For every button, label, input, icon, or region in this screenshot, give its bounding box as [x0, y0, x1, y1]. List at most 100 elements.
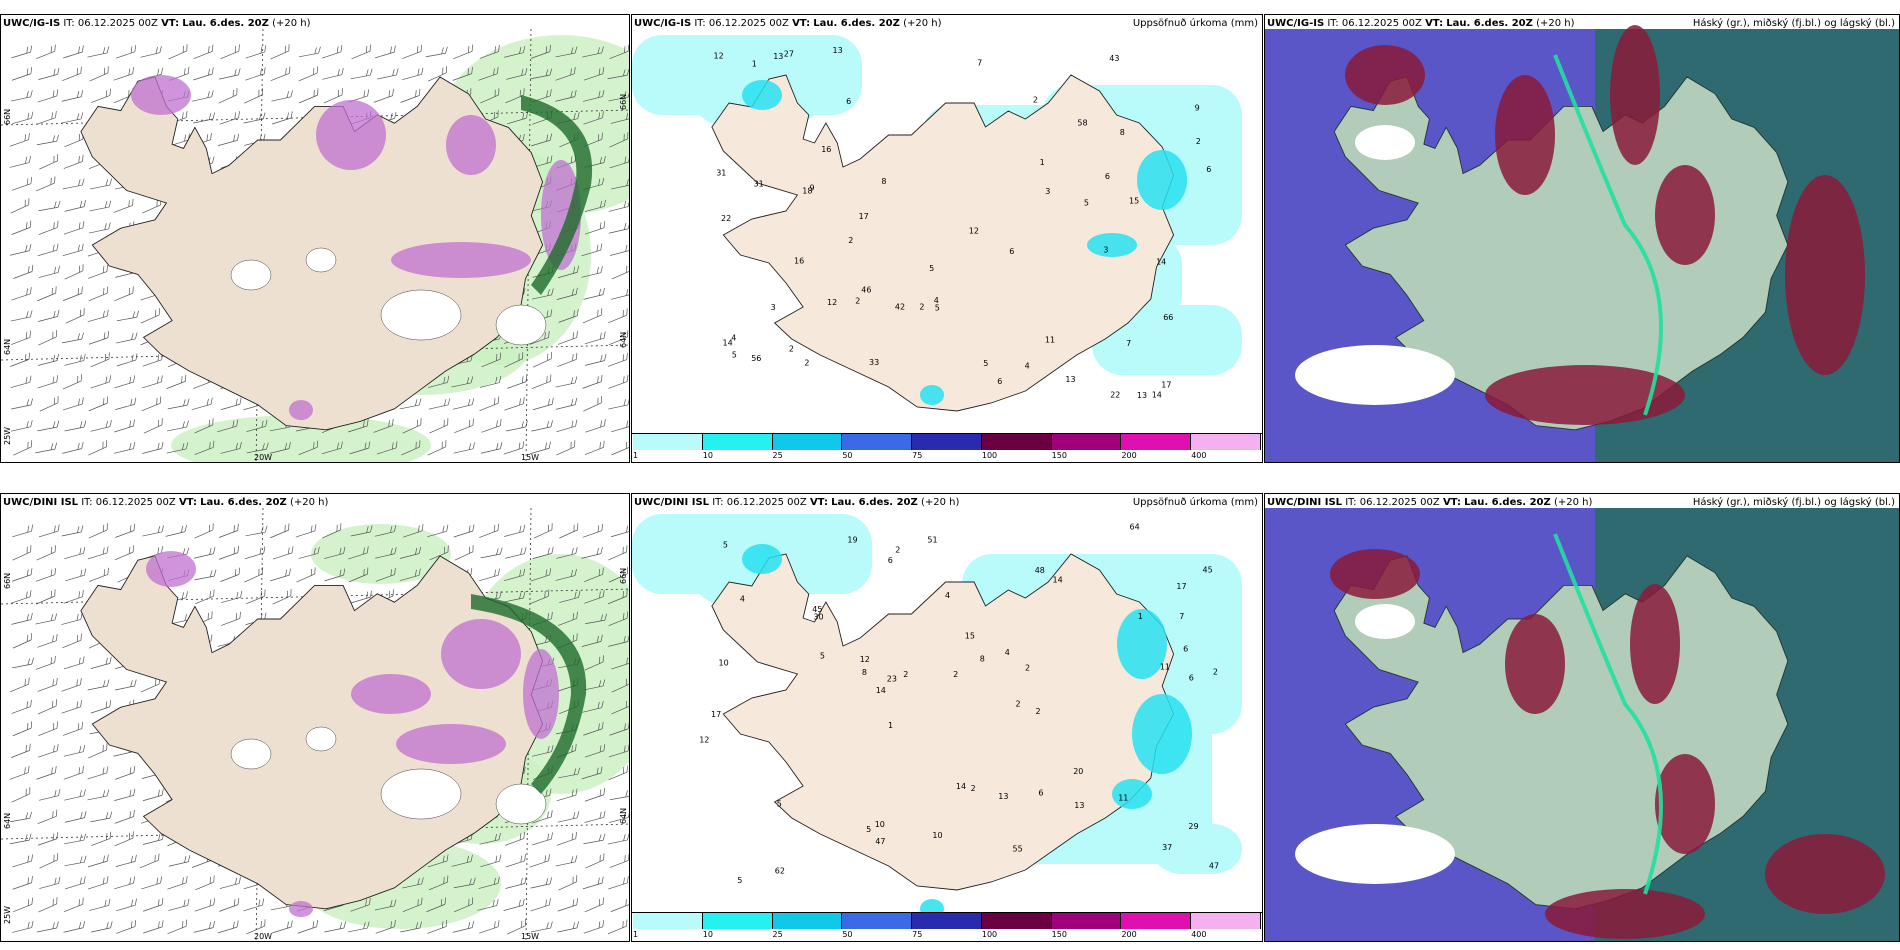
wind-barb: [36, 110, 57, 125]
wind-barb: [429, 545, 449, 561]
precip-value: 17: [1161, 380, 1171, 389]
precip-value: 22: [721, 214, 731, 223]
panel-header: UWC/DINI ISL IT: 06.12.2025 00Z VT: Lau.…: [634, 497, 1258, 508]
wind-barb: [37, 286, 57, 302]
wind-barb: [609, 132, 629, 148]
wind-barb: [608, 330, 629, 346]
panel-header: UWC/DINI ISL IT: 06.12.2025 00Z VT: Lau.…: [1267, 497, 1895, 508]
coastal-precip-band: [471, 594, 587, 794]
wind-barb: [88, 440, 108, 456]
wind-barb: [609, 155, 629, 169]
precip-value: 2: [971, 784, 976, 793]
colorbar-swatch: [702, 434, 773, 450]
wind-barb: [90, 420, 112, 432]
precip-value: 12: [969, 226, 979, 235]
colorbar-swatch: [1051, 913, 1122, 929]
coastal-precip-band: [521, 95, 593, 295]
wind-barb: [480, 854, 502, 868]
wind-barb: [116, 898, 137, 912]
precip-value: 14: [1053, 576, 1063, 585]
wind-map: [1, 28, 629, 462]
wind-barb: [584, 440, 605, 455]
wind-barb: [64, 353, 86, 366]
wind-barb: [39, 853, 59, 869]
precip-value: 10: [932, 831, 942, 840]
wind-barb: [584, 897, 604, 913]
wind-barb: [298, 440, 319, 456]
wind-barb: [375, 547, 397, 559]
panel-header: UWC/IG-IS IT: 06.12.2025 00Z VT: Lau. 6.…: [1267, 18, 1895, 29]
precip-value: 6: [997, 377, 1002, 386]
wind-barb: [113, 67, 134, 81]
wind-barb: [142, 353, 163, 367]
wind-barb: [140, 46, 162, 58]
colorbar-tick-label: 150: [1051, 451, 1067, 460]
precip-value: 2: [1025, 664, 1030, 673]
wind-barb: [63, 656, 85, 670]
precip-value: 1: [1040, 158, 1045, 167]
cloud-green-veil: [1334, 77, 1788, 430]
wind-barb: [558, 767, 581, 779]
wind-barb: [10, 352, 30, 367]
convective-cell: [146, 551, 196, 587]
wind-barb: [87, 854, 109, 868]
wind-barb: [11, 613, 33, 625]
wind-barb: [37, 89, 59, 103]
wind-barb: [611, 265, 629, 280]
precip-value: 11: [1160, 663, 1170, 672]
precip-value: 6: [888, 556, 893, 565]
cloud-mid-layer: [1630, 584, 1680, 704]
precip-core: [742, 544, 782, 574]
wind-barb: [90, 921, 113, 933]
wind-barb: [191, 397, 213, 411]
wind-barb: [217, 133, 240, 146]
wind-barb: [63, 897, 84, 912]
wind-barb: [243, 898, 265, 912]
wind-barb: [269, 523, 290, 539]
cloud-title: Háský (gr.), miðský (fj.bl.) og lágský (…: [1692, 18, 1895, 29]
wind-barb: [168, 44, 188, 60]
wind-barb: [453, 524, 475, 538]
wind-barb: [584, 810, 606, 823]
wind-barb: [195, 875, 215, 891]
wind-barb: [427, 524, 449, 538]
wind-barb: [89, 898, 111, 911]
wind-barb: [608, 765, 628, 781]
precip-value: 14: [723, 338, 733, 347]
convective-cell: [289, 400, 313, 420]
precip-value: 5: [866, 825, 871, 834]
wind-barb: [503, 441, 525, 455]
lat-label-66n: 66N: [3, 108, 12, 125]
panel-precip-ig: UWC/IG-IS IT: 06.12.2025 00Z VT: Lau. 6.…: [631, 14, 1263, 463]
wind-barb: [65, 568, 87, 582]
wind-barb: [221, 590, 243, 603]
wind-barb: [63, 745, 86, 757]
precip-value: 3: [1045, 187, 1050, 196]
wind-barb: [452, 66, 473, 81]
precip-title: Uppsöfnuð úrkoma (mm): [1132, 18, 1258, 29]
wind-barb: [12, 876, 33, 890]
wind-barb: [427, 66, 447, 82]
colorbar-swatch: [981, 434, 1052, 450]
wind-barb: [88, 743, 108, 759]
wind-barb: [402, 44, 423, 59]
panel-wind-dini: UWC/DINI ISL IT: 06.12.2025 00Z VT: Lau.…: [0, 493, 630, 942]
glacier: [305, 726, 337, 752]
wind-barb: [64, 789, 86, 801]
wind-barb: [611, 420, 629, 433]
wind-barb: [65, 308, 85, 324]
precip-value: 5: [983, 359, 988, 368]
wind-barb: [583, 111, 604, 125]
wind-barb: [583, 833, 606, 845]
wind-barb: [37, 832, 59, 846]
wind-barb: [246, 589, 266, 605]
precip-value: 56: [751, 354, 761, 363]
colorbar-swatch: [1191, 434, 1262, 450]
wind-barb: [272, 546, 294, 560]
wind-barb: [37, 353, 60, 366]
wind-barb: [10, 198, 30, 214]
precip-value: 1: [1138, 612, 1143, 621]
precip-value: 6: [1183, 645, 1188, 654]
wind-barb: [585, 853, 605, 869]
colorbar-tick-label: 25: [772, 451, 783, 460]
